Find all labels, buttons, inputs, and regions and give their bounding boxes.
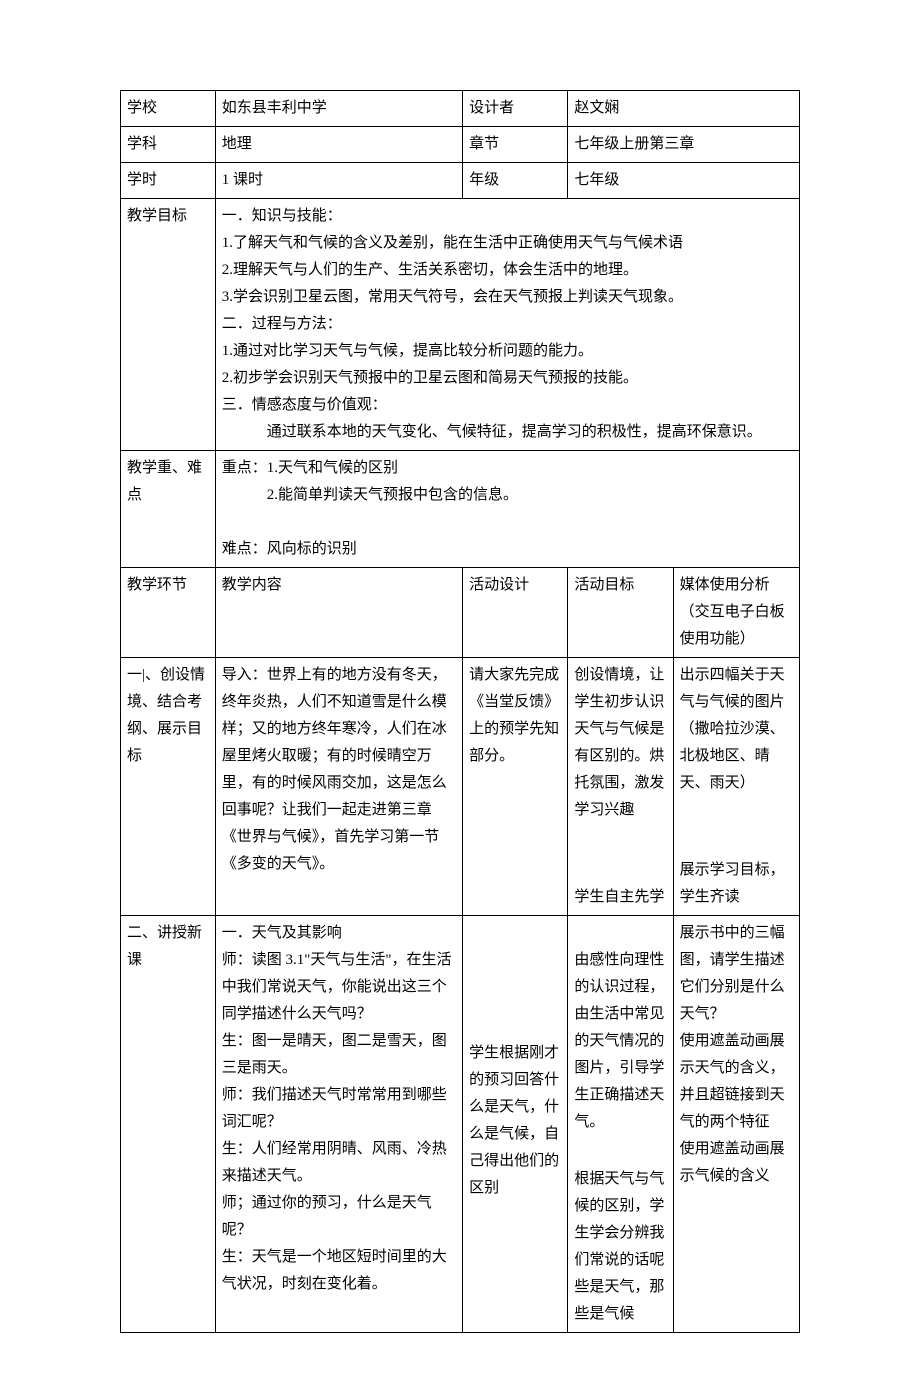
col-activity: 活动设计 (463, 568, 568, 658)
obj-sec1-item3: 3.学会识别卫星云图，常用天气符号，会在天气预报上判读天气现象。 (222, 289, 683, 305)
col-env: 教学环节 (121, 568, 216, 658)
r2-media: 展示书中的三幅图，请学生描述它们分别是什么天气？ 使用遮盖动画展示天气的含义，并… (673, 916, 799, 1333)
r2-content: 一．天气及其影响 师：读图 3.1"天气与生活"，在生活中我们常说天气，你能说出… (215, 916, 462, 1333)
header-row-school: 学校 如东县丰利中学 设计者 赵文娴 (121, 91, 800, 127)
r2-content-4: 师：我们描述天气时常常用到哪些词汇呢？ (222, 1087, 447, 1130)
obj-sec2-title: 二．过程与方法： (222, 316, 342, 332)
header-row-subject: 学科 地理 章节 七年级上册第三章 (121, 127, 800, 163)
col-content: 教学内容 (215, 568, 462, 658)
row-section-1: 一|、创设情境、结合考纲、展示目标 导入：世界上有的地方没有冬天，终年炎热，人们… (121, 658, 800, 916)
r1-media: 出示四幅关于天气与气候的图片（撒哈拉沙漠、北极地区、晴天、雨天） 展示学习目标，… (673, 658, 799, 916)
page: 学校 如东县丰利中学 设计者 赵文娴 学科 地理 章节 七年级上册第三章 学时 … (0, 0, 920, 1373)
obj-sec1-item2: 2.理解天气与人们的生产、生活关系密切，体会生活中的地理。 (222, 262, 638, 278)
r1-activity: 请大家先完成《当堂反馈》上的预学先知部分。 (463, 658, 568, 916)
value-grade: 七年级 (568, 163, 800, 199)
obj-sec3-title: 三．情感态度与价值观： (222, 397, 387, 413)
focus-line2: 2.能简单判读天气预报中包含的信息。 (222, 482, 793, 509)
value-designer: 赵文娴 (568, 91, 800, 127)
obj-sec1-title: 一．知识与技能： (222, 208, 342, 224)
r1-goal-top: 创设情境，让学生初步认识天气与气候是有区别的。烘托氛围，激发学习兴趣 (574, 667, 664, 818)
obj-sec2-item1: 1.通过对比学习天气与气候，提高比较分析问题的能力。 (222, 343, 593, 359)
r1-goal: 创设情境，让学生初步认识天气与气候是有区别的。烘托氛围，激发学习兴趣 学生自主先… (568, 658, 673, 916)
obj-closing: 通过联系本地的天气变化、气候特征，提高学习的积极性，提高环保意识。 (222, 419, 793, 446)
value-focus: 重点：1.天气和气候的区别 2.能简单判读天气预报中包含的信息。 难点：风向标的… (215, 451, 799, 568)
focus-line3: 难点：风向标的识别 (222, 541, 357, 557)
label-hours: 学时 (121, 163, 216, 199)
label-grade: 年级 (463, 163, 568, 199)
r1-env: 一|、创设情境、结合考纲、展示目标 (121, 658, 216, 916)
lesson-plan-table: 学校 如东县丰利中学 设计者 赵文娴 学科 地理 章节 七年级上册第三章 学时 … (120, 90, 800, 1333)
header-row-hours: 学时 1 课时 年级 七年级 (121, 163, 800, 199)
r1-goal-bottom: 学生自主先学 (574, 889, 664, 905)
col-media: 媒体使用分析（交互电子白板使用功能） (673, 568, 799, 658)
r2-content-2: 师：读图 3.1"天气与生活"，在生活中我们常说天气，你能说出这三个同学描述什么… (222, 952, 452, 1022)
row-section-2: 二、讲授新课 一．天气及其影响 师：读图 3.1"天气与生活"，在生活中我们常说… (121, 916, 800, 1333)
r2-activity-text: 学生根据刚才的预习回答什么是天气，什么是气候，自己得出他们的区别 (469, 1045, 559, 1196)
r2-activity: 学生根据刚才的预习回答什么是天气，什么是气候，自己得出他们的区别 (463, 916, 568, 1333)
r2-content-1: 一．天气及其影响 (222, 925, 342, 941)
r2-goal-bottom: 根据天气与气候的区别，学生学会分辨我们常说的话呢些是天气，那些是气候 (574, 1171, 664, 1322)
obj-sec2-item2: 2.初步学会识别天气预报中的卫星云图和简易天气预报的技能。 (222, 370, 638, 386)
value-school: 如东县丰利中学 (215, 91, 462, 127)
label-objectives: 教学目标 (121, 199, 216, 451)
r2-media-1: 展示书中的三幅图，请学生描述它们分别是什么天气？ (680, 925, 785, 1022)
label-school: 学校 (121, 91, 216, 127)
r2-goal-top: 由感性向理性的认识过程，由生活中常见的天气情况的图片，引导学生正确描述天气。 (574, 952, 664, 1130)
row-focus: 教学重、难点 重点：1.天气和气候的区别 2.能简单判读天气预报中包含的信息。 … (121, 451, 800, 568)
r1-content: 导入：世界上有的地方没有冬天，终年炎热，人们不知道雪是什么模样；又的地方终年寒冷… (215, 658, 462, 916)
r2-env: 二、讲授新课 (121, 916, 216, 1333)
r2-content-5: 生：人们经常用阴晴、风雨、冷热来描述天气。 (222, 1141, 447, 1184)
value-hours: 1 课时 (215, 163, 462, 199)
r1-media-bottom: 展示学习目标，学生齐读 (680, 862, 785, 905)
value-objectives: 一．知识与技能： 1.了解天气和气候的含义及差别，能在生活中正确使用天气与气候术… (215, 199, 799, 451)
r2-media-2: 使用遮盖动画展示天气的含义，并且超链接到天气的两个特征 (680, 1033, 785, 1130)
r2-goal: 由感性向理性的认识过程，由生活中常见的天气情况的图片，引导学生正确描述天气。 根… (568, 916, 673, 1333)
row-objectives: 教学目标 一．知识与技能： 1.了解天气和气候的含义及差别，能在生活中正确使用天… (121, 199, 800, 451)
col-goal: 活动目标 (568, 568, 673, 658)
focus-line1: 重点：1.天气和气候的区别 (222, 460, 398, 476)
label-focus: 教学重、难点 (121, 451, 216, 568)
r2-media-3: 使用遮盖动画展示气候的含义 (680, 1141, 785, 1184)
r2-content-6: 师；通过你的预习，什么是天气呢？ (222, 1195, 432, 1238)
r1-media-top: 出示四幅关于天气与气候的图片（撒哈拉沙漠、北极地区、晴天、雨天） (680, 667, 785, 791)
obj-sec1-item1: 1.了解天气和气候的含义及差别，能在生活中正确使用天气与气候术语 (222, 235, 683, 251)
r2-content-7: 生：天气是一个地区短时间里的大气状况，时刻在变化着。 (222, 1249, 447, 1292)
label-designer: 设计者 (463, 91, 568, 127)
label-subject: 学科 (121, 127, 216, 163)
row-column-headers: 教学环节 教学内容 活动设计 活动目标 媒体使用分析（交互电子白板使用功能） (121, 568, 800, 658)
r2-content-3: 生：图一是晴天，图二是雪天，图三是雨天。 (222, 1033, 447, 1076)
label-chapter: 章节 (463, 127, 568, 163)
value-chapter: 七年级上册第三章 (568, 127, 800, 163)
value-subject: 地理 (215, 127, 462, 163)
